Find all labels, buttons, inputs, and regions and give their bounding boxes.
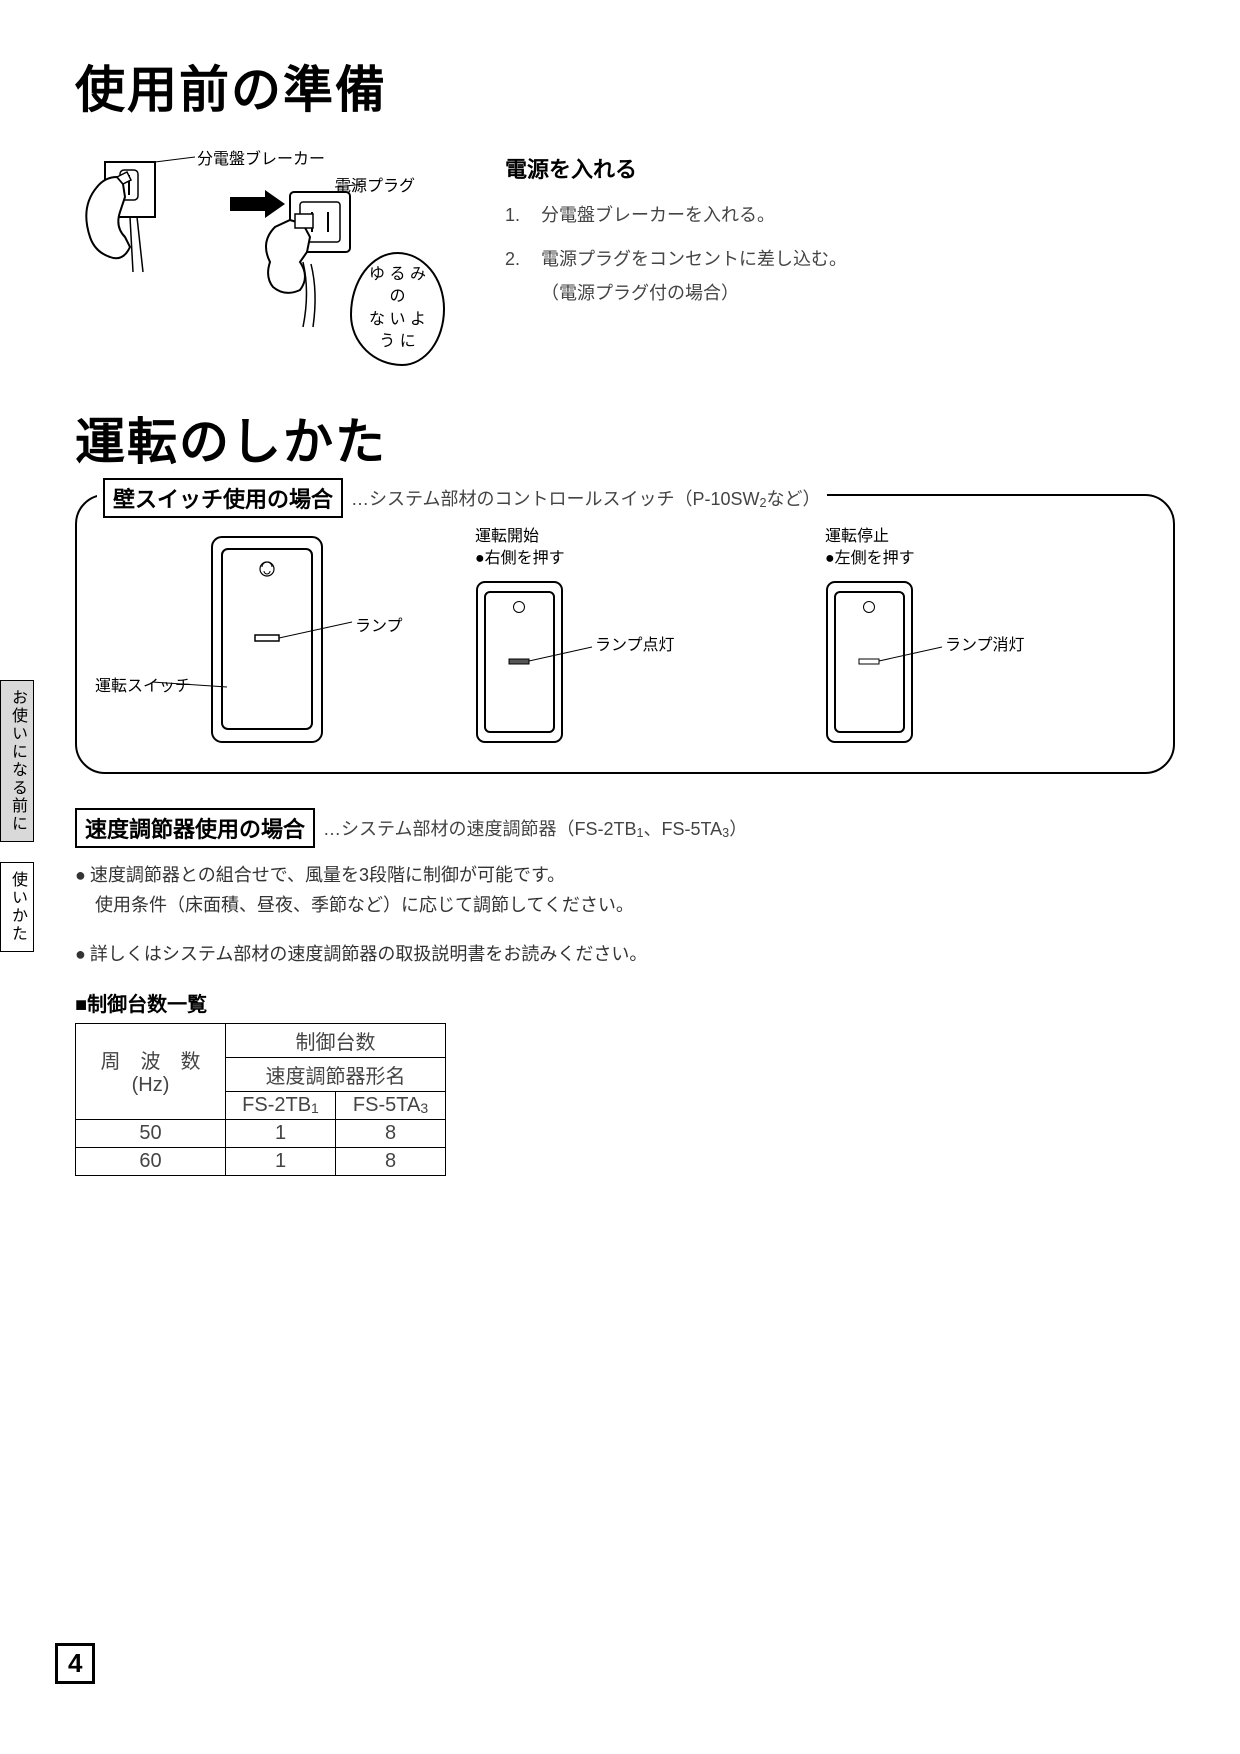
speed-line-3: 詳しくはシステム部材の速度調節器の取扱説明書をお読みください。	[90, 939, 647, 970]
section2-title: 運転のしかた	[75, 402, 1175, 474]
tab-before-use: お使いになる前に	[0, 680, 34, 842]
start-switch-diagram	[447, 577, 767, 747]
table-row: 60 1 8	[76, 1147, 446, 1175]
control-table: 周 波 数 (Hz) 制御台数 速度調節器形名 FS-2TB1 FS-5TA3 …	[75, 1023, 446, 1176]
table-row: 50 1 8	[76, 1119, 446, 1147]
speed-note: …システム部材の速度調節器（FS-2TB1、FS-5TA3）	[323, 815, 747, 841]
speed-line-2: 使用条件（床面積、昼夜、季節など）に応じて調節してください。	[95, 890, 1175, 921]
step-1-num: 1.	[505, 198, 541, 232]
speed-label: 速度調節器使用の場合	[75, 808, 315, 848]
wall-switch-label: 壁スイッチ使用の場合	[103, 478, 343, 518]
start-caption-2: ●右側を押す	[475, 550, 565, 567]
label-breaker: 分電盤ブレーカー	[197, 145, 325, 169]
start-caption-1: 運転開始	[475, 528, 539, 545]
callout-lamp-off: ランプ消灯	[945, 631, 1025, 655]
stop-switch-diagram	[797, 577, 1117, 747]
stop-caption-2: ●左側を押す	[825, 550, 915, 567]
label-plug: 電源プラグ	[335, 172, 415, 196]
power-illustration: 分電盤ブレーカー 電源プラグ ゆ る み の な い よ う に	[75, 142, 445, 342]
wall-switch-note: …システム部材のコントロールスイッチ（P-10SW2など）	[351, 485, 821, 511]
section1-title: 使用前の準備	[75, 50, 1175, 122]
power-on-heading: 電源を入れる	[505, 152, 1175, 184]
big-switch-diagram	[107, 527, 417, 752]
step-2-num: 2.	[505, 242, 541, 310]
callout-lamp-on: ランプ点灯	[595, 631, 675, 655]
wall-switch-box: 壁スイッチ使用の場合 …システム部材のコントロールスイッチ（P-10SW2など）…	[75, 494, 1175, 774]
speed-line-1: 速度調節器との組合せで、風量を3段階に制御が可能です。	[90, 860, 565, 891]
page-number: 4	[55, 1643, 95, 1684]
table-title: ■制御台数一覧	[75, 988, 1175, 1017]
bubble-note: ゆ る み の な い よ う に	[350, 252, 445, 366]
callout-switch: 運転スイッチ	[95, 672, 191, 696]
side-tabs: お使いになる前に 使いかた	[0, 680, 34, 952]
step-2-text: 電源プラグをコンセントに差し込む。 （電源プラグ付の場合）	[541, 242, 847, 310]
stop-caption-1: 運転停止	[825, 528, 889, 545]
tab-how-to-use: 使いかた	[0, 862, 34, 952]
callout-lamp: ランプ	[355, 612, 403, 636]
step-1-text: 分電盤ブレーカーを入れる。	[541, 198, 775, 232]
